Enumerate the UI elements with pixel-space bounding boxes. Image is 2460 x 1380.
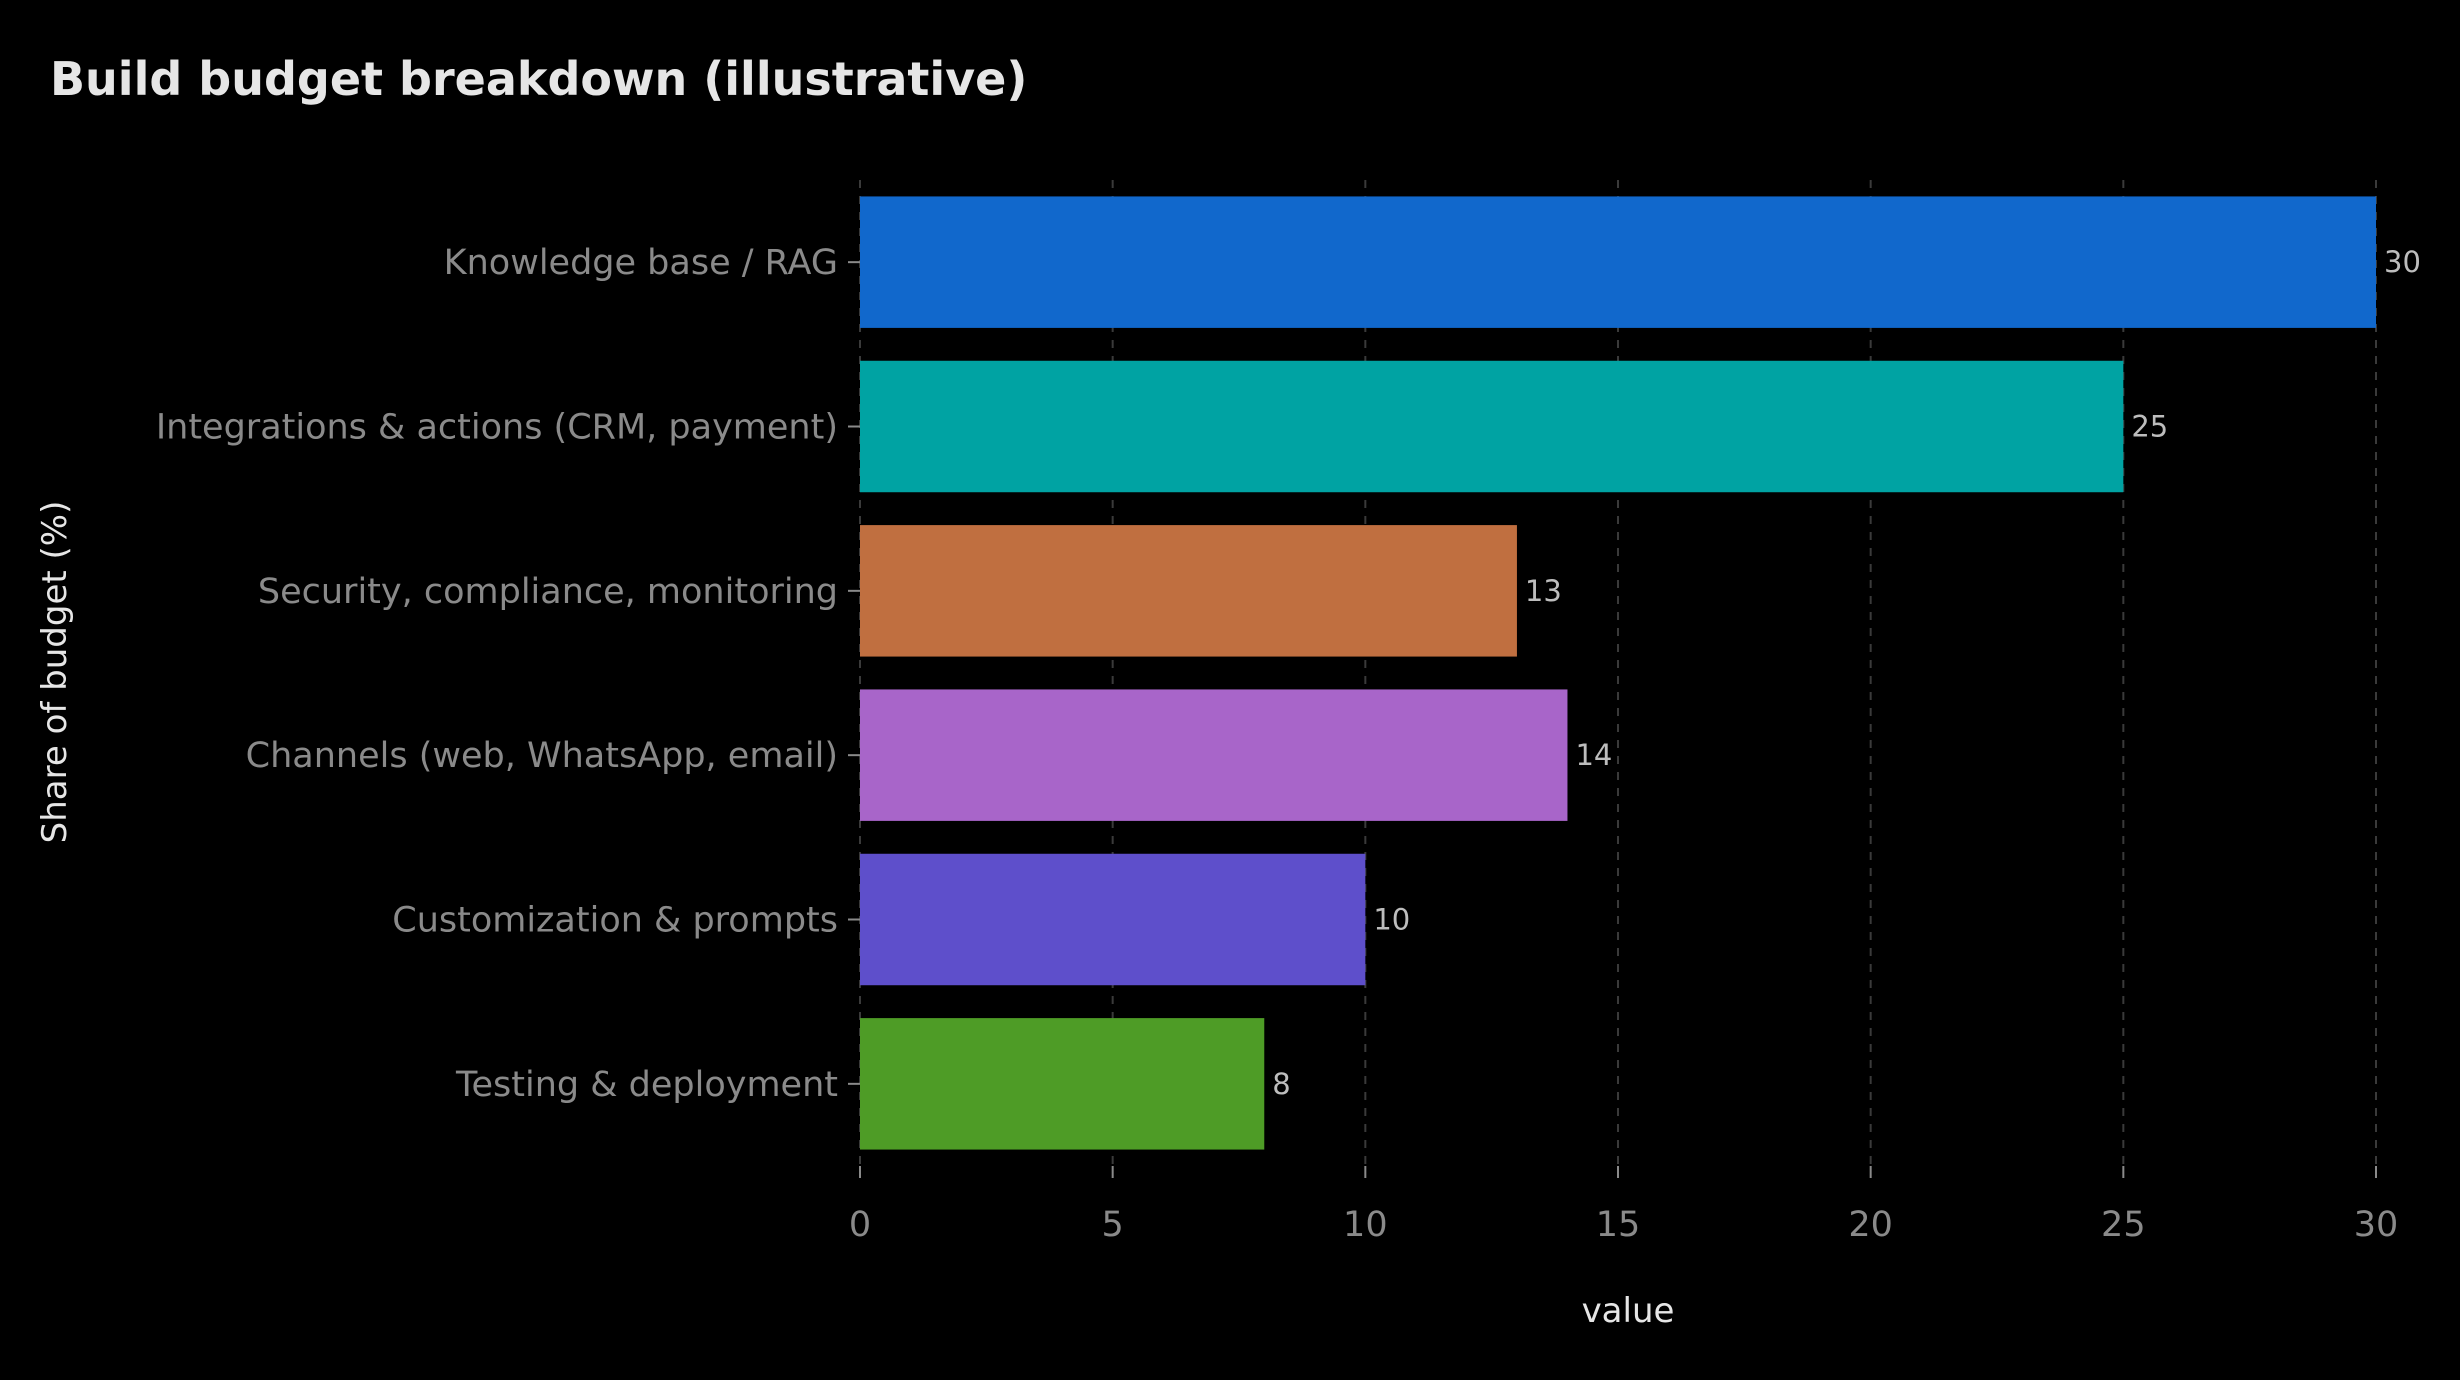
bar (860, 360, 2124, 493)
data-label: 14 (1575, 738, 1612, 772)
data-label: 30 (2384, 245, 2421, 279)
bar (860, 1018, 1265, 1150)
chart-title: Build budget breakdown (illustrative) (50, 52, 1027, 106)
data-label: 25 (2131, 410, 2168, 444)
data-label: 8 (1272, 1067, 1290, 1101)
x-tick-label: 25 (2101, 1205, 2146, 1245)
y-axis-label: Share of budget (%) (35, 501, 75, 844)
bars (860, 196, 2376, 1150)
data-label: 10 (1373, 903, 1410, 937)
grid-lines (859, 180, 2377, 1166)
x-tick-label: 0 (849, 1205, 871, 1245)
x-tick-label: 20 (1848, 1205, 1893, 1245)
x-axis-label: value (1582, 1291, 1675, 1331)
x-tick-label: 5 (1102, 1205, 1124, 1245)
x-tick-label: 30 (2354, 1205, 2399, 1245)
bar (860, 689, 1568, 821)
category-label: Customization & prompts (392, 901, 838, 941)
labels: 0 5 10 15 20 25 30 Knowledge base / RAG 30 Integr… (156, 243, 2421, 1245)
data-label: 13 (1525, 574, 1562, 608)
category-label: Integrations & actions (CRM, payment) (156, 408, 838, 448)
category-label: Knowledge base / RAG (444, 243, 838, 283)
category-label: Testing & deployment (455, 1065, 838, 1105)
x-tick-label: 15 (1596, 1205, 1641, 1245)
category-label: Security, compliance, monitoring (258, 572, 838, 612)
bar (860, 525, 1517, 657)
bar (860, 196, 2376, 328)
category-label: Channels (web, WhatsApp, email) (246, 736, 838, 776)
axis-ticks (848, 261, 2377, 1178)
bar (860, 853, 1366, 986)
x-tick-label: 10 (1343, 1205, 1388, 1245)
